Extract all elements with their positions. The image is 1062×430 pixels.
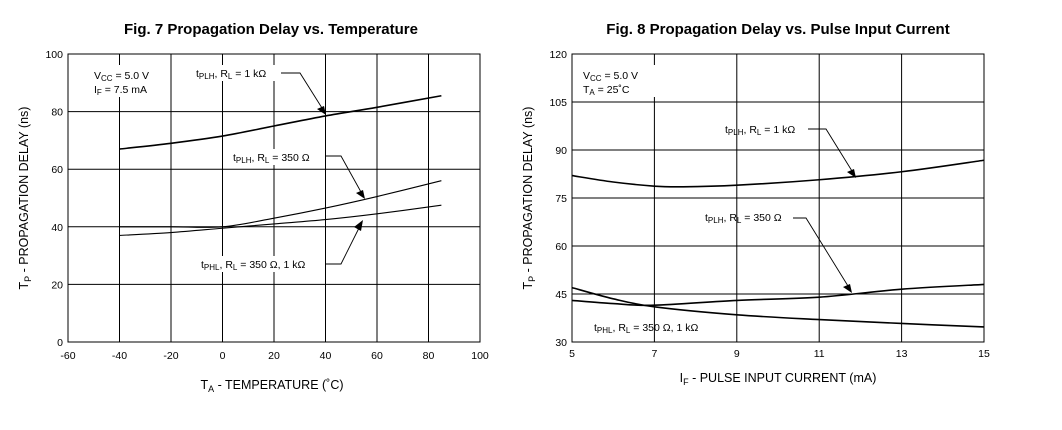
fig7-annotation-plh-350-bg	[230, 149, 324, 165]
fig7-plot-frame	[67, 53, 481, 343]
fig8-leader-plh-350	[793, 217, 849, 287]
fig7-annotation-phl-bg	[198, 256, 324, 272]
fig7-y-tick-label: 80	[51, 107, 63, 119]
fig7-y-tick-label: 0	[57, 337, 63, 349]
fig8-condition-ta: TA = 25˚C	[583, 84, 630, 97]
fig7-y-tick-label: 40	[51, 222, 63, 234]
fig7-x-tick-labels: -60 -40 -20 0 20 40 60 80 100	[60, 350, 489, 362]
fig8-y-tick-label: 75	[555, 193, 567, 205]
fig7-x-tick-label: -40	[112, 350, 127, 362]
fig7-series	[119, 94, 442, 236]
fig7-leader-plh-1k	[281, 72, 323, 109]
fig8-condition-vcc: VCC = 5.0 V	[583, 70, 638, 83]
fig8-series-tplh-rl-1-k	[571, 159, 985, 188]
fig7-title: Fig. 7 Propagation Delay vs. Temperature	[124, 21, 418, 38]
fig8-x-tick-label: 5	[569, 348, 575, 360]
fig7-leader-phl	[325, 227, 360, 265]
fig7-x-tick-label: 100	[471, 350, 489, 362]
fig7-x-axis-label: TA - TEMPERATURE (˚C)	[200, 378, 343, 394]
fig7-leader-plh-350	[326, 155, 362, 193]
fig8-conditions-bg	[578, 65, 658, 97]
fig8-chart: Fig. 8 Propagation Delay vs. Pulse Input…	[521, 21, 990, 387]
fig7-x-tick-label: 60	[371, 350, 383, 362]
fig7-condition-vcc: VCC = 5.0 V	[94, 70, 149, 83]
fig7-series-tphl-rl-350-1-k	[119, 204, 442, 236]
fig8-series	[571, 159, 985, 328]
fig8-x-tick-label: 11	[814, 348, 825, 360]
fig8-y-tick-label: 105	[549, 97, 567, 109]
fig8-annotation-plh-1k: tPLH, RL = 1 kΩ	[725, 124, 795, 137]
fig8-series-tplh-rl-350	[571, 283, 985, 307]
fig8-arrow-plh-1k	[847, 169, 856, 178]
fig7-arrow-plh-1k	[317, 106, 326, 115]
fig8-y-tick-label: 60	[555, 241, 567, 253]
fig8-y-tick-label: 90	[555, 145, 567, 157]
fig7-arrow-phl	[354, 220, 363, 231]
fig8-y-axis-label: TP - PROPAGATION DELAY (ns)	[521, 107, 537, 290]
fig8-arrow-plh-350	[843, 284, 852, 293]
fig7-annotation-plh-1k-bg	[194, 65, 278, 81]
fig7-grid	[67, 53, 481, 343]
fig8-annotation-plh-350: tPLH, RL = 350 Ω	[705, 212, 782, 225]
fig7-y-tick-label: 60	[51, 164, 63, 176]
fig7-conditions-bg	[84, 65, 162, 97]
fig7-condition-if: IF = 7.5 mA	[94, 84, 147, 97]
fig7-arrow-plh-350	[356, 190, 365, 199]
fig7-annotation-plh-1k: tPLH, RL = 1 kΩ	[196, 68, 266, 81]
fig7-x-tick-label: 80	[423, 350, 435, 362]
fig7-y-tick-label: 20	[51, 279, 63, 291]
fig7-y-tick-label: 100	[45, 49, 63, 61]
fig7-x-tick-label: -60	[60, 350, 75, 362]
fig8-x-axis-label: IF - PULSE INPUT CURRENT (mA)	[680, 371, 877, 387]
fig7-x-tick-label: 40	[320, 350, 332, 362]
fig7-y-axis-label: TP - PROPAGATION DELAY (ns)	[17, 107, 33, 290]
fig8-y-tick-label: 45	[555, 289, 567, 301]
fig8-plot-frame	[571, 53, 985, 343]
fig8-leader-plh-1k	[808, 128, 853, 172]
fig8-series-tphl-rl-350-1-k	[571, 286, 985, 328]
fig8-annotation-phl: tPHL, RL = 350 Ω, 1 kΩ	[594, 322, 698, 335]
fig8-x-tick-label: 15	[978, 348, 990, 360]
fig8-y-tick-labels: 30 45 60 75 90 105 120	[549, 49, 567, 349]
fig7-chart: Fig. 7 Propagation Delay vs. Temperature…	[17, 21, 489, 394]
fig7-series-tplh-rl-1-k	[119, 94, 442, 150]
fig8-y-tick-label: 30	[555, 337, 567, 349]
fig8-x-tick-labels: 5 7 9 11 13 15	[569, 348, 990, 360]
fig8-y-tick-label: 120	[549, 49, 567, 61]
fig8-x-tick-label: 9	[734, 348, 740, 360]
fig7-x-tick-label: 0	[220, 350, 226, 362]
fig8-x-tick-label: 7	[651, 348, 657, 360]
fig7-y-tick-labels: 0 20 40 60 80 100	[45, 49, 63, 349]
fig7-annotation-phl: tPHL, RL = 350 Ω, 1 kΩ	[201, 259, 305, 272]
fig8-x-tick-label: 13	[896, 348, 908, 360]
fig8-title: Fig. 8 Propagation Delay vs. Pulse Input…	[606, 21, 949, 38]
fig7-series-tplh-rl-350	[119, 180, 442, 228]
fig7-annotation-plh-350: tPLH, RL = 350 Ω	[233, 152, 310, 165]
fig7-x-tick-label: -20	[163, 350, 178, 362]
fig7-x-tick-label: 20	[268, 350, 280, 362]
